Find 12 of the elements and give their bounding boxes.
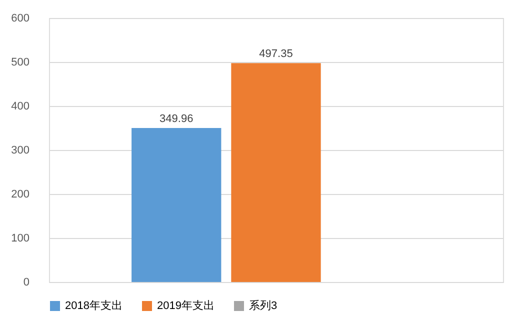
- y-tick-label: 200: [11, 188, 30, 200]
- legend-label: 2018年支出: [65, 299, 122, 312]
- y-tick-label: 0: [23, 276, 30, 288]
- y-tick-label: 400: [11, 100, 30, 112]
- y-tick-label: 300: [11, 144, 30, 156]
- y-tick-label: 100: [11, 232, 30, 244]
- data-label: 349.96: [160, 113, 194, 126]
- legend-label: 系列3: [249, 299, 278, 312]
- y-tick-label: 600: [11, 12, 30, 24]
- legend-label: 2019年支出: [157, 299, 214, 312]
- data-label: 497.35: [259, 48, 293, 60]
- y-tick-label: 500: [11, 56, 30, 68]
